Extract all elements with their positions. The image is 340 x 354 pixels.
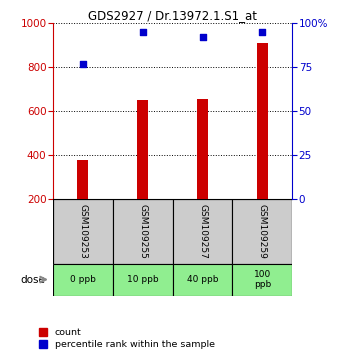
- FancyBboxPatch shape: [113, 263, 172, 296]
- FancyBboxPatch shape: [53, 263, 113, 296]
- Text: dose: dose: [21, 275, 46, 285]
- Legend: count, percentile rank within the sample: count, percentile rank within the sample: [39, 328, 215, 349]
- Text: GSM109259: GSM109259: [258, 204, 267, 259]
- Text: 0 ppb: 0 ppb: [70, 275, 96, 284]
- Bar: [137, 100, 148, 199]
- FancyBboxPatch shape: [172, 263, 233, 296]
- FancyBboxPatch shape: [53, 199, 113, 263]
- Text: GSM109253: GSM109253: [78, 204, 87, 259]
- Text: 10 ppb: 10 ppb: [127, 275, 158, 284]
- Bar: [257, 43, 268, 199]
- Point: [200, 34, 205, 40]
- Point: [260, 29, 265, 35]
- FancyBboxPatch shape: [233, 199, 292, 263]
- Bar: [77, 160, 88, 199]
- Text: GSM109257: GSM109257: [198, 204, 207, 259]
- Text: GSM109255: GSM109255: [138, 204, 147, 259]
- Text: 100
ppb: 100 ppb: [254, 270, 271, 289]
- Point: [80, 61, 85, 67]
- FancyBboxPatch shape: [233, 263, 292, 296]
- Bar: [197, 99, 208, 199]
- FancyBboxPatch shape: [113, 199, 172, 263]
- Title: GDS2927 / Dr.13972.1.S1_at: GDS2927 / Dr.13972.1.S1_at: [88, 9, 257, 22]
- FancyBboxPatch shape: [172, 199, 233, 263]
- Text: 40 ppb: 40 ppb: [187, 275, 218, 284]
- Point: [140, 29, 145, 35]
